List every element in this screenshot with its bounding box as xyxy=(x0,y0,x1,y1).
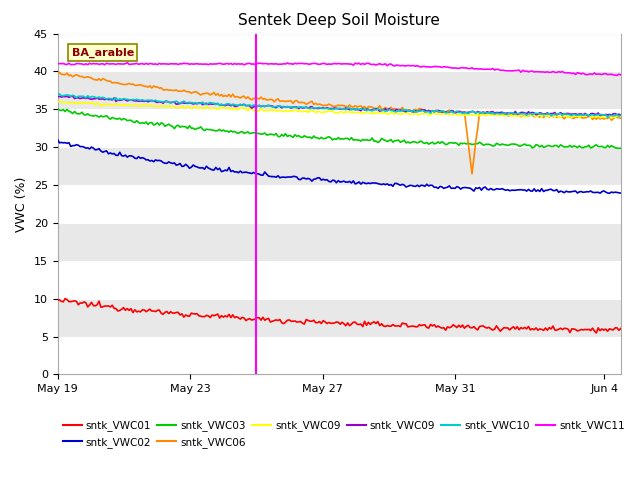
Bar xyxy=(58,261,621,299)
Bar xyxy=(58,223,621,261)
Y-axis label: VWC (%): VWC (%) xyxy=(15,176,28,232)
Bar xyxy=(58,147,621,185)
Bar xyxy=(58,34,621,72)
Legend: sntk_VWC01, sntk_VWC02, sntk_VWC03, sntk_VWC06, sntk_VWC09, sntk_VWC09, sntk_VWC: sntk_VWC01, sntk_VWC02, sntk_VWC03, sntk… xyxy=(63,420,625,447)
Bar xyxy=(58,299,621,336)
Bar xyxy=(58,336,621,374)
Bar xyxy=(58,109,621,147)
Text: BA_arable: BA_arable xyxy=(72,48,134,58)
Bar xyxy=(58,185,621,223)
Title: Sentek Deep Soil Moisture: Sentek Deep Soil Moisture xyxy=(238,13,440,28)
Bar xyxy=(58,72,621,109)
